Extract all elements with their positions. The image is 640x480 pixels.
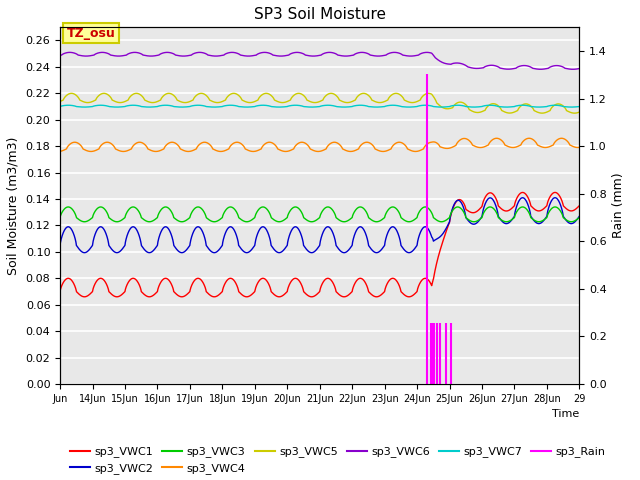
sp3_VWC5 [56,98,64,104]
sp3_VWC5 [115,100,123,106]
Title: SP3 Soil Moisture: SP3 Soil Moisture [253,7,386,22]
sp3_VWC6 [115,53,123,59]
sp3_VWC3 [519,204,527,210]
sp3_VWC2 [566,220,573,226]
sp3_VWC4 [255,147,263,153]
sp3_VWC6 [147,53,154,59]
sp3_VWC3 [147,219,154,225]
sp3_VWC2 [116,249,124,254]
Y-axis label: Soil Moisture (m3/m3): Soil Moisture (m3/m3) [7,136,20,275]
sp3_VWC4 [509,144,517,150]
sp3_VWC2 [255,227,263,233]
Line: sp3_VWC5: sp3_VWC5 [60,93,579,113]
sp3_VWC5 [509,109,517,115]
sp3_VWC1 [575,203,583,208]
sp3_VWC7 [147,104,154,110]
sp3_VWC7 [519,102,527,108]
sp3_VWC4 [278,148,285,154]
sp3_VWC1 [56,288,64,294]
sp3_VWC1 [116,293,124,299]
sp3_VWC1 [147,294,154,300]
sp3_VWC2 [113,250,121,255]
sp3_VWC7 [113,104,121,110]
sp3_VWC3 [278,218,285,224]
Line: sp3_VWC1: sp3_VWC1 [60,192,579,297]
sp3_VWC3 [113,219,121,225]
sp3_VWC2 [278,249,285,254]
sp3_VWC6 [196,49,204,55]
sp3_VWC4 [566,142,573,147]
sp3_VWC6 [566,66,573,72]
sp3_VWC2 [147,250,154,255]
sp3_VWC6 [278,53,285,59]
sp3_VWC4 [115,148,123,154]
X-axis label: Time: Time [552,409,579,419]
sp3_VWC1 [566,208,573,214]
sp3_VWC3 [575,215,583,220]
sp3_VWC5 [147,99,154,105]
sp3_VWC1 [113,294,121,300]
sp3_VWC3 [509,216,517,221]
sp3_VWC4 [557,135,565,141]
sp3_VWC4 [379,149,387,155]
Line: sp3_VWC6: sp3_VWC6 [60,52,579,69]
sp3_VWC6 [56,52,64,58]
sp3_VWC5 [571,110,579,116]
sp3_VWC5 [392,90,400,96]
Line: sp3_VWC4: sp3_VWC4 [60,138,579,152]
sp3_VWC2 [509,215,517,221]
sp3_VWC5 [278,100,285,106]
sp3_VWC7 [56,104,64,109]
sp3_VWC6 [509,66,517,72]
Line: sp3_VWC3: sp3_VWC3 [60,207,579,222]
sp3_VWC6 [569,66,577,72]
Y-axis label: Rain (mm): Rain (mm) [612,173,625,239]
sp3_VWC2 [56,242,64,248]
sp3_VWC5 [566,109,573,115]
Line: sp3_VWC7: sp3_VWC7 [60,105,579,107]
sp3_VWC3 [566,218,573,224]
sp3_VWC7 [566,104,573,110]
sp3_VWC2 [551,195,559,201]
sp3_VWC4 [147,147,154,153]
sp3_VWC6 [255,50,263,56]
sp3_VWC1 [278,293,285,299]
sp3_VWC1 [255,277,263,283]
sp3_VWC7 [278,104,285,110]
sp3_VWC4 [56,148,64,154]
sp3_VWC3 [56,215,64,220]
sp3_VWC5 [575,109,583,115]
sp3_VWC7 [255,103,263,108]
Text: TZ_osu: TZ_osu [67,26,115,39]
Legend: sp3_VWC1, sp3_VWC2, sp3_VWC3, sp3_VWC4, sp3_VWC5, sp3_VWC6, sp3_VWC7, sp3_Rain: sp3_VWC1, sp3_VWC2, sp3_VWC3, sp3_VWC4, … [66,442,610,479]
sp3_VWC6 [575,66,583,72]
sp3_VWC3 [255,206,263,212]
Line: sp3_VWC2: sp3_VWC2 [60,198,579,252]
sp3_VWC1 [551,190,559,195]
sp3_VWC7 [575,104,583,109]
sp3_VWC5 [255,95,263,100]
sp3_VWC1 [509,204,517,210]
sp3_VWC7 [116,104,124,110]
sp3_VWC4 [575,144,583,150]
sp3_VWC7 [509,104,517,109]
sp3_VWC3 [116,218,124,224]
sp3_VWC2 [575,213,583,219]
